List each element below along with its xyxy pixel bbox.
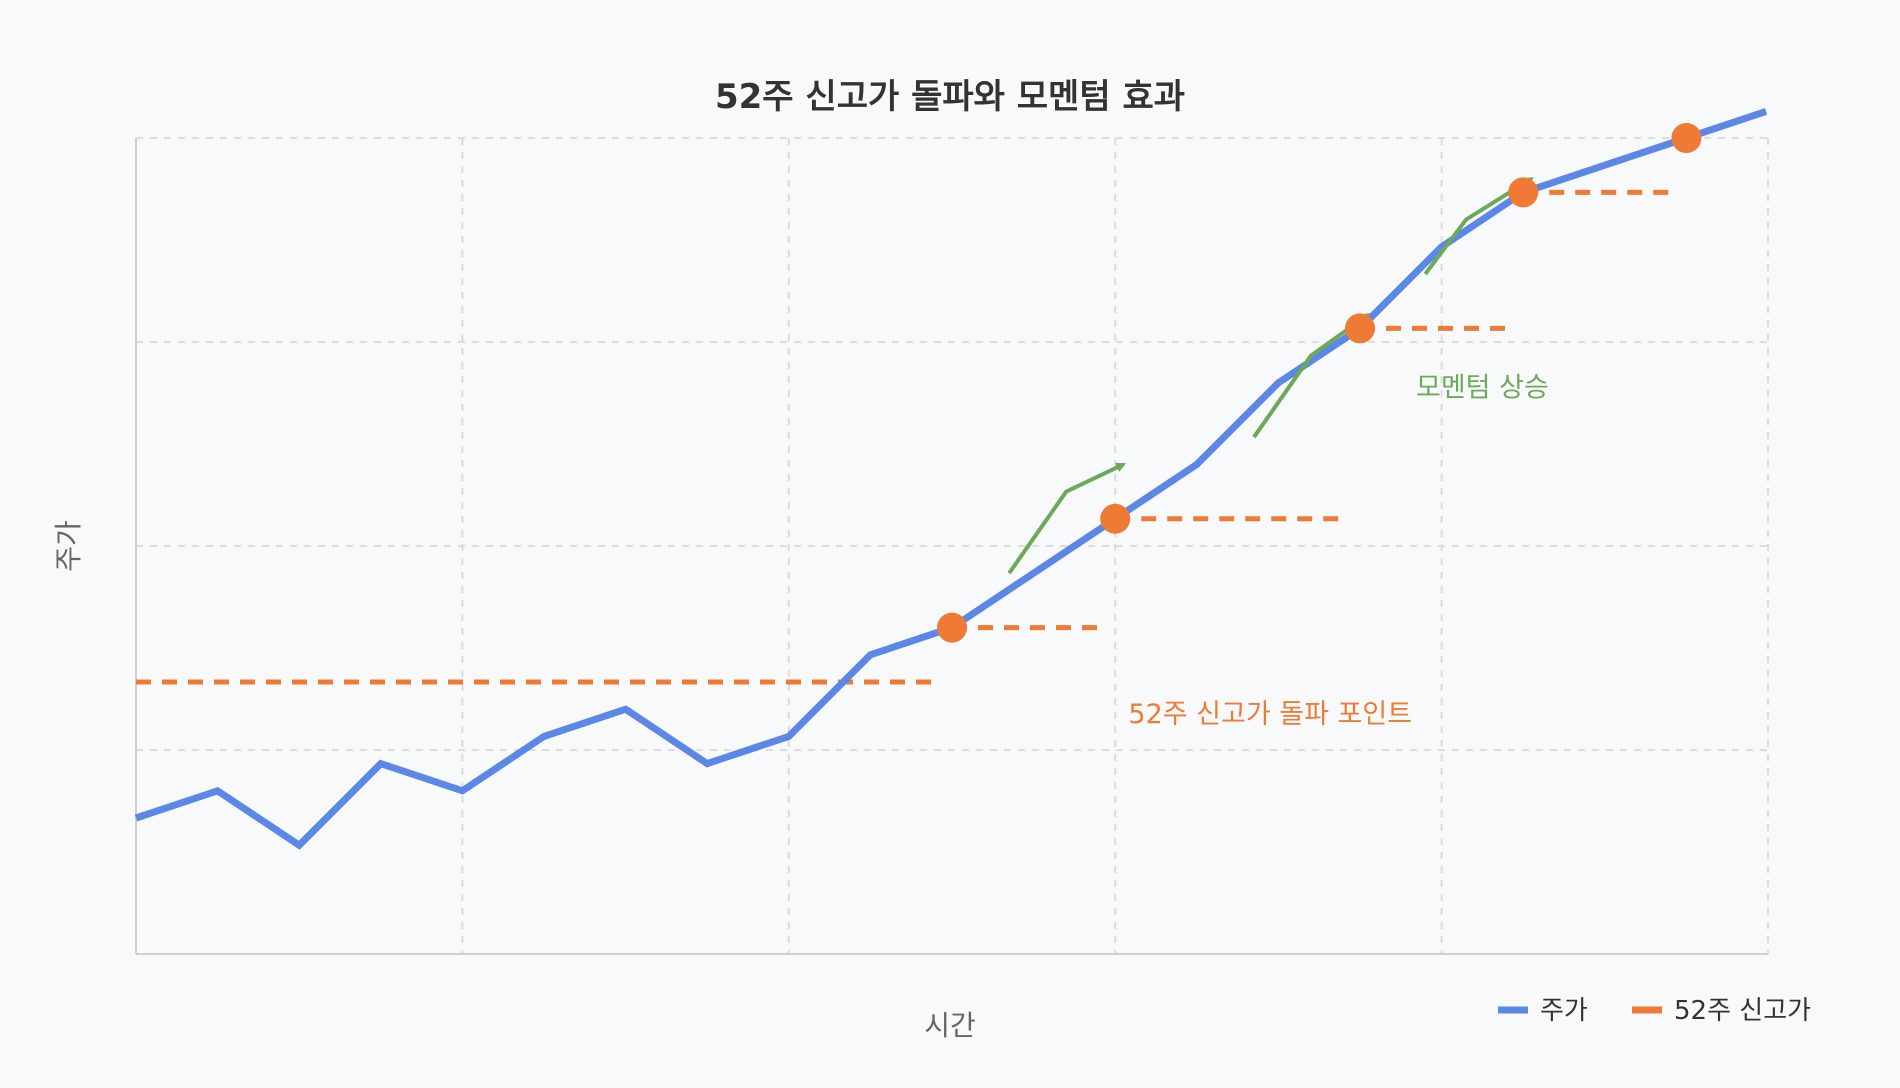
price-series <box>134 108 1768 850</box>
legend-label: 주가 <box>1540 996 1588 1026</box>
price-line <box>134 108 1768 850</box>
annotation-momentum: 모멘텀 상승 <box>1416 372 1549 403</box>
breakout-point <box>1671 123 1702 153</box>
chart-title: 52주 신고가 돌파와 모멘텀 효과 <box>715 77 1185 117</box>
grid <box>136 137 1769 954</box>
breakout-point <box>1345 313 1375 344</box>
x-axis-label: 시간 <box>924 1009 976 1042</box>
y-axis-label: 주가 <box>52 520 85 572</box>
high-level-lines <box>136 189 1671 685</box>
momentum-arrow <box>1007 462 1127 575</box>
breakout-points <box>937 123 1702 643</box>
breakout-point <box>1508 177 1539 208</box>
breakout-point <box>937 612 967 643</box>
annotations: 52주 신고가 돌파 포인트 모멘텀 상승 <box>1128 372 1548 729</box>
legend: 주가 52주 신고가 <box>1498 996 1811 1026</box>
breakout-point <box>1100 503 1131 534</box>
annotation-breakout: 52주 신고가 돌파 포인트 <box>1128 699 1412 730</box>
legend-label: 52주 신고가 <box>1674 996 1811 1026</box>
